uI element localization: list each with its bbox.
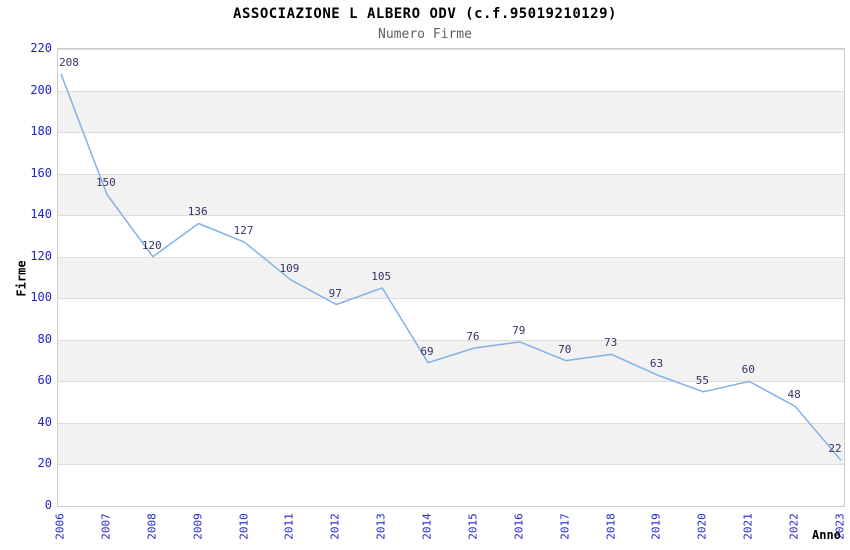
y-tick-label: 20 — [37, 456, 52, 471]
y-tick-label: 200 — [30, 82, 52, 97]
plot-band — [58, 339, 844, 382]
y-tick-label: 180 — [30, 124, 52, 139]
x-tick-label: 2014 — [420, 513, 434, 540]
y-tick-label: 80 — [37, 331, 52, 346]
y-tick-label: 40 — [37, 414, 52, 429]
data-label: 79 — [512, 323, 526, 337]
y-tick-label: 220 — [30, 41, 52, 55]
y-tick-label: 60 — [37, 373, 52, 388]
data-label: 48 — [787, 388, 801, 402]
x-tick-label: 2010 — [237, 513, 251, 540]
x-tick-label: 2022 — [787, 513, 801, 540]
y-tick-label: 0 — [44, 498, 52, 512]
plot-band — [58, 90, 844, 133]
gridline — [58, 381, 844, 382]
x-tick-label: 2019 — [649, 513, 663, 540]
y-axis-title: Firme — [14, 260, 29, 297]
x-tick-label: 2015 — [466, 513, 480, 540]
data-label: 136 — [187, 205, 208, 219]
y-tick-label: 160 — [30, 165, 52, 180]
y-tick-label: 140 — [30, 207, 52, 222]
line-series-svg — [60, 73, 842, 461]
data-label: 150 — [95, 176, 116, 190]
gridline — [58, 423, 844, 424]
data-label: 73 — [603, 336, 618, 350]
x-tick-label: 2007 — [99, 513, 113, 540]
gridline — [58, 215, 844, 216]
y-tick-label: 120 — [30, 248, 52, 263]
gridline — [58, 464, 844, 465]
plot-band — [58, 422, 844, 465]
data-label: 63 — [649, 357, 664, 371]
data-label: 22 — [828, 442, 842, 456]
x-tick-label: 2017 — [558, 513, 572, 540]
chart-subtitle: Numero Firme — [378, 27, 472, 42]
data-label: 109 — [279, 261, 300, 275]
x-tick-label: 2006 — [53, 513, 67, 540]
data-label: 69 — [420, 344, 434, 358]
data-label: 105 — [371, 269, 392, 283]
line-series — [60, 73, 842, 461]
data-label: 97 — [328, 286, 342, 300]
gridline — [58, 132, 844, 133]
x-tick-label: 2012 — [328, 513, 342, 540]
gridline — [58, 174, 844, 175]
plot-band — [58, 256, 844, 299]
data-label: 120 — [141, 238, 162, 252]
data-label: 208 — [59, 55, 79, 69]
x-tick-label: 2011 — [282, 513, 296, 540]
data-label: 70 — [558, 342, 572, 356]
x-tick-label: 2021 — [741, 513, 755, 540]
plot-area — [57, 48, 845, 507]
gridline — [58, 340, 844, 341]
data-label: 55 — [695, 373, 709, 387]
x-tick-label: 2018 — [604, 513, 618, 540]
y-tick-label: 100 — [30, 290, 52, 305]
x-tick-label: 2016 — [512, 513, 526, 540]
gridline — [58, 298, 844, 299]
x-tick-label: 2009 — [191, 513, 205, 540]
x-axis-title: Anno — [812, 528, 841, 542]
x-tick-label: 2008 — [145, 513, 159, 540]
data-label: 76 — [466, 330, 480, 344]
plot-band — [58, 173, 844, 216]
chart-title: ASSOCIAZIONE L ALBERO ODV (c.f.950192101… — [233, 6, 617, 22]
gridline — [58, 91, 844, 92]
x-tick-label: 2013 — [374, 513, 388, 540]
gridline — [58, 49, 844, 50]
x-tick-label: 2020 — [695, 513, 709, 540]
data-label: 60 — [741, 363, 755, 377]
gridline — [58, 257, 844, 258]
data-label: 127 — [233, 224, 254, 238]
